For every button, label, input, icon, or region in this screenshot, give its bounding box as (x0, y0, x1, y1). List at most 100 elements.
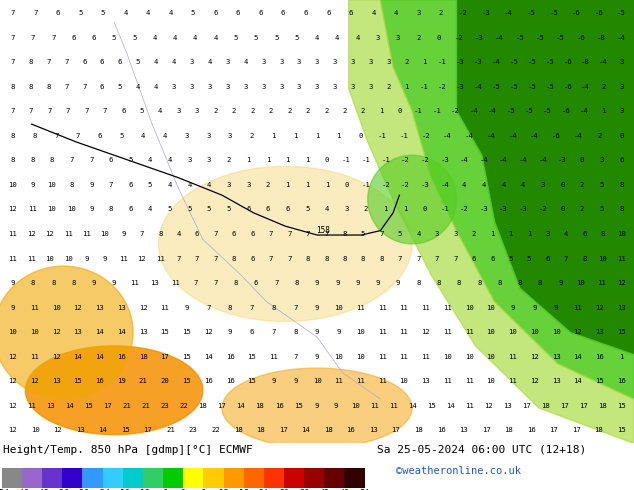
Text: 11: 11 (465, 403, 474, 409)
Text: -4: -4 (580, 108, 589, 114)
Text: 6: 6 (100, 84, 105, 90)
Text: 3: 3 (333, 84, 337, 90)
Text: 18: 18 (595, 427, 603, 433)
Text: 3: 3 (297, 84, 301, 90)
Text: 11: 11 (378, 354, 387, 360)
Text: 10: 10 (30, 329, 39, 335)
Text: 4: 4 (158, 108, 162, 114)
Text: 7: 7 (195, 255, 199, 262)
Ellipse shape (0, 266, 133, 399)
Text: 12: 12 (219, 489, 228, 490)
Text: -4: -4 (440, 182, 449, 188)
Text: 16: 16 (226, 354, 235, 360)
Ellipse shape (368, 155, 456, 244)
Text: -2: -2 (538, 206, 547, 213)
Text: 8: 8 (477, 280, 481, 286)
Text: 0: 0 (181, 489, 186, 490)
Text: -3: -3 (558, 157, 567, 164)
Text: 2: 2 (324, 108, 328, 114)
Text: 6: 6 (246, 206, 250, 213)
Text: 11: 11 (30, 305, 39, 311)
Text: 11: 11 (160, 305, 169, 311)
Text: 6: 6 (619, 157, 623, 164)
Text: 11: 11 (617, 255, 626, 262)
Text: 5: 5 (136, 59, 140, 65)
Text: 1: 1 (490, 231, 495, 237)
Text: 7: 7 (453, 255, 458, 262)
Text: 17: 17 (143, 427, 152, 433)
Text: -6: -6 (563, 84, 572, 90)
Text: -5: -5 (527, 59, 536, 65)
Text: 1: 1 (315, 133, 319, 139)
Text: 8: 8 (11, 133, 15, 139)
Text: 4: 4 (482, 182, 486, 188)
Text: -4: -4 (479, 157, 488, 164)
Text: 10: 10 (8, 329, 17, 335)
Bar (344, 467, 365, 488)
Text: 6: 6 (285, 206, 290, 213)
Text: -36: -36 (55, 489, 70, 490)
Text: 7: 7 (269, 255, 273, 262)
Text: 18: 18 (598, 403, 607, 409)
Text: 12: 12 (27, 231, 36, 237)
Text: 4: 4 (148, 157, 152, 164)
Text: 2: 2 (580, 206, 585, 213)
Text: 4: 4 (207, 59, 212, 65)
Text: 8: 8 (417, 280, 420, 286)
Text: 3: 3 (190, 84, 194, 90)
Text: 13: 13 (552, 378, 560, 384)
Text: 7: 7 (54, 133, 58, 139)
Text: -2: -2 (459, 10, 468, 16)
Text: 11: 11 (443, 329, 452, 335)
Text: 12: 12 (422, 329, 430, 335)
Text: 7: 7 (287, 231, 292, 237)
Text: 2: 2 (580, 182, 585, 188)
Text: -1: -1 (342, 157, 351, 164)
Text: 5: 5 (139, 108, 144, 114)
Text: 7: 7 (206, 305, 210, 311)
Text: 14: 14 (98, 427, 107, 433)
Text: -3: -3 (475, 35, 484, 41)
Text: 7: 7 (435, 255, 439, 262)
Text: 2: 2 (417, 35, 420, 41)
Text: 9: 9 (228, 329, 232, 335)
Text: 7: 7 (176, 255, 181, 262)
Text: 15: 15 (74, 378, 82, 384)
Text: -4: -4 (504, 10, 513, 16)
Text: 21: 21 (166, 427, 175, 433)
Text: 15: 15 (617, 403, 626, 409)
Text: 11: 11 (156, 255, 165, 262)
Text: 3: 3 (435, 231, 439, 237)
Text: -4: -4 (460, 157, 469, 164)
Text: -4: -4 (469, 108, 478, 114)
Text: 16: 16 (527, 427, 536, 433)
Text: -1: -1 (420, 84, 429, 90)
Text: 9: 9 (315, 280, 319, 286)
Text: 6: 6 (108, 157, 113, 164)
Text: 13: 13 (76, 427, 85, 433)
Text: 7: 7 (417, 255, 420, 262)
Text: -8: -8 (581, 59, 590, 65)
Text: 2: 2 (269, 108, 273, 114)
Text: 18: 18 (414, 427, 423, 433)
Text: 8: 8 (582, 255, 586, 262)
Text: 8: 8 (600, 231, 605, 237)
Text: -6: -6 (595, 10, 603, 16)
Text: -5: -5 (545, 84, 554, 90)
Bar (42, 467, 62, 488)
Text: -4: -4 (508, 133, 517, 139)
Text: 1: 1 (305, 182, 309, 188)
Text: 16: 16 (204, 378, 212, 384)
Text: 13: 13 (369, 427, 378, 433)
Text: 8: 8 (342, 255, 347, 262)
Text: 14: 14 (574, 354, 582, 360)
Text: 1: 1 (600, 108, 605, 114)
Text: -5: -5 (545, 59, 554, 65)
Text: 7: 7 (398, 255, 402, 262)
Text: 11: 11 (574, 305, 582, 311)
Bar (2, 467, 22, 488)
Text: -30: -30 (75, 489, 90, 490)
Text: 3: 3 (226, 182, 231, 188)
Text: -6: -6 (572, 10, 581, 16)
Text: 6: 6 (128, 182, 133, 188)
